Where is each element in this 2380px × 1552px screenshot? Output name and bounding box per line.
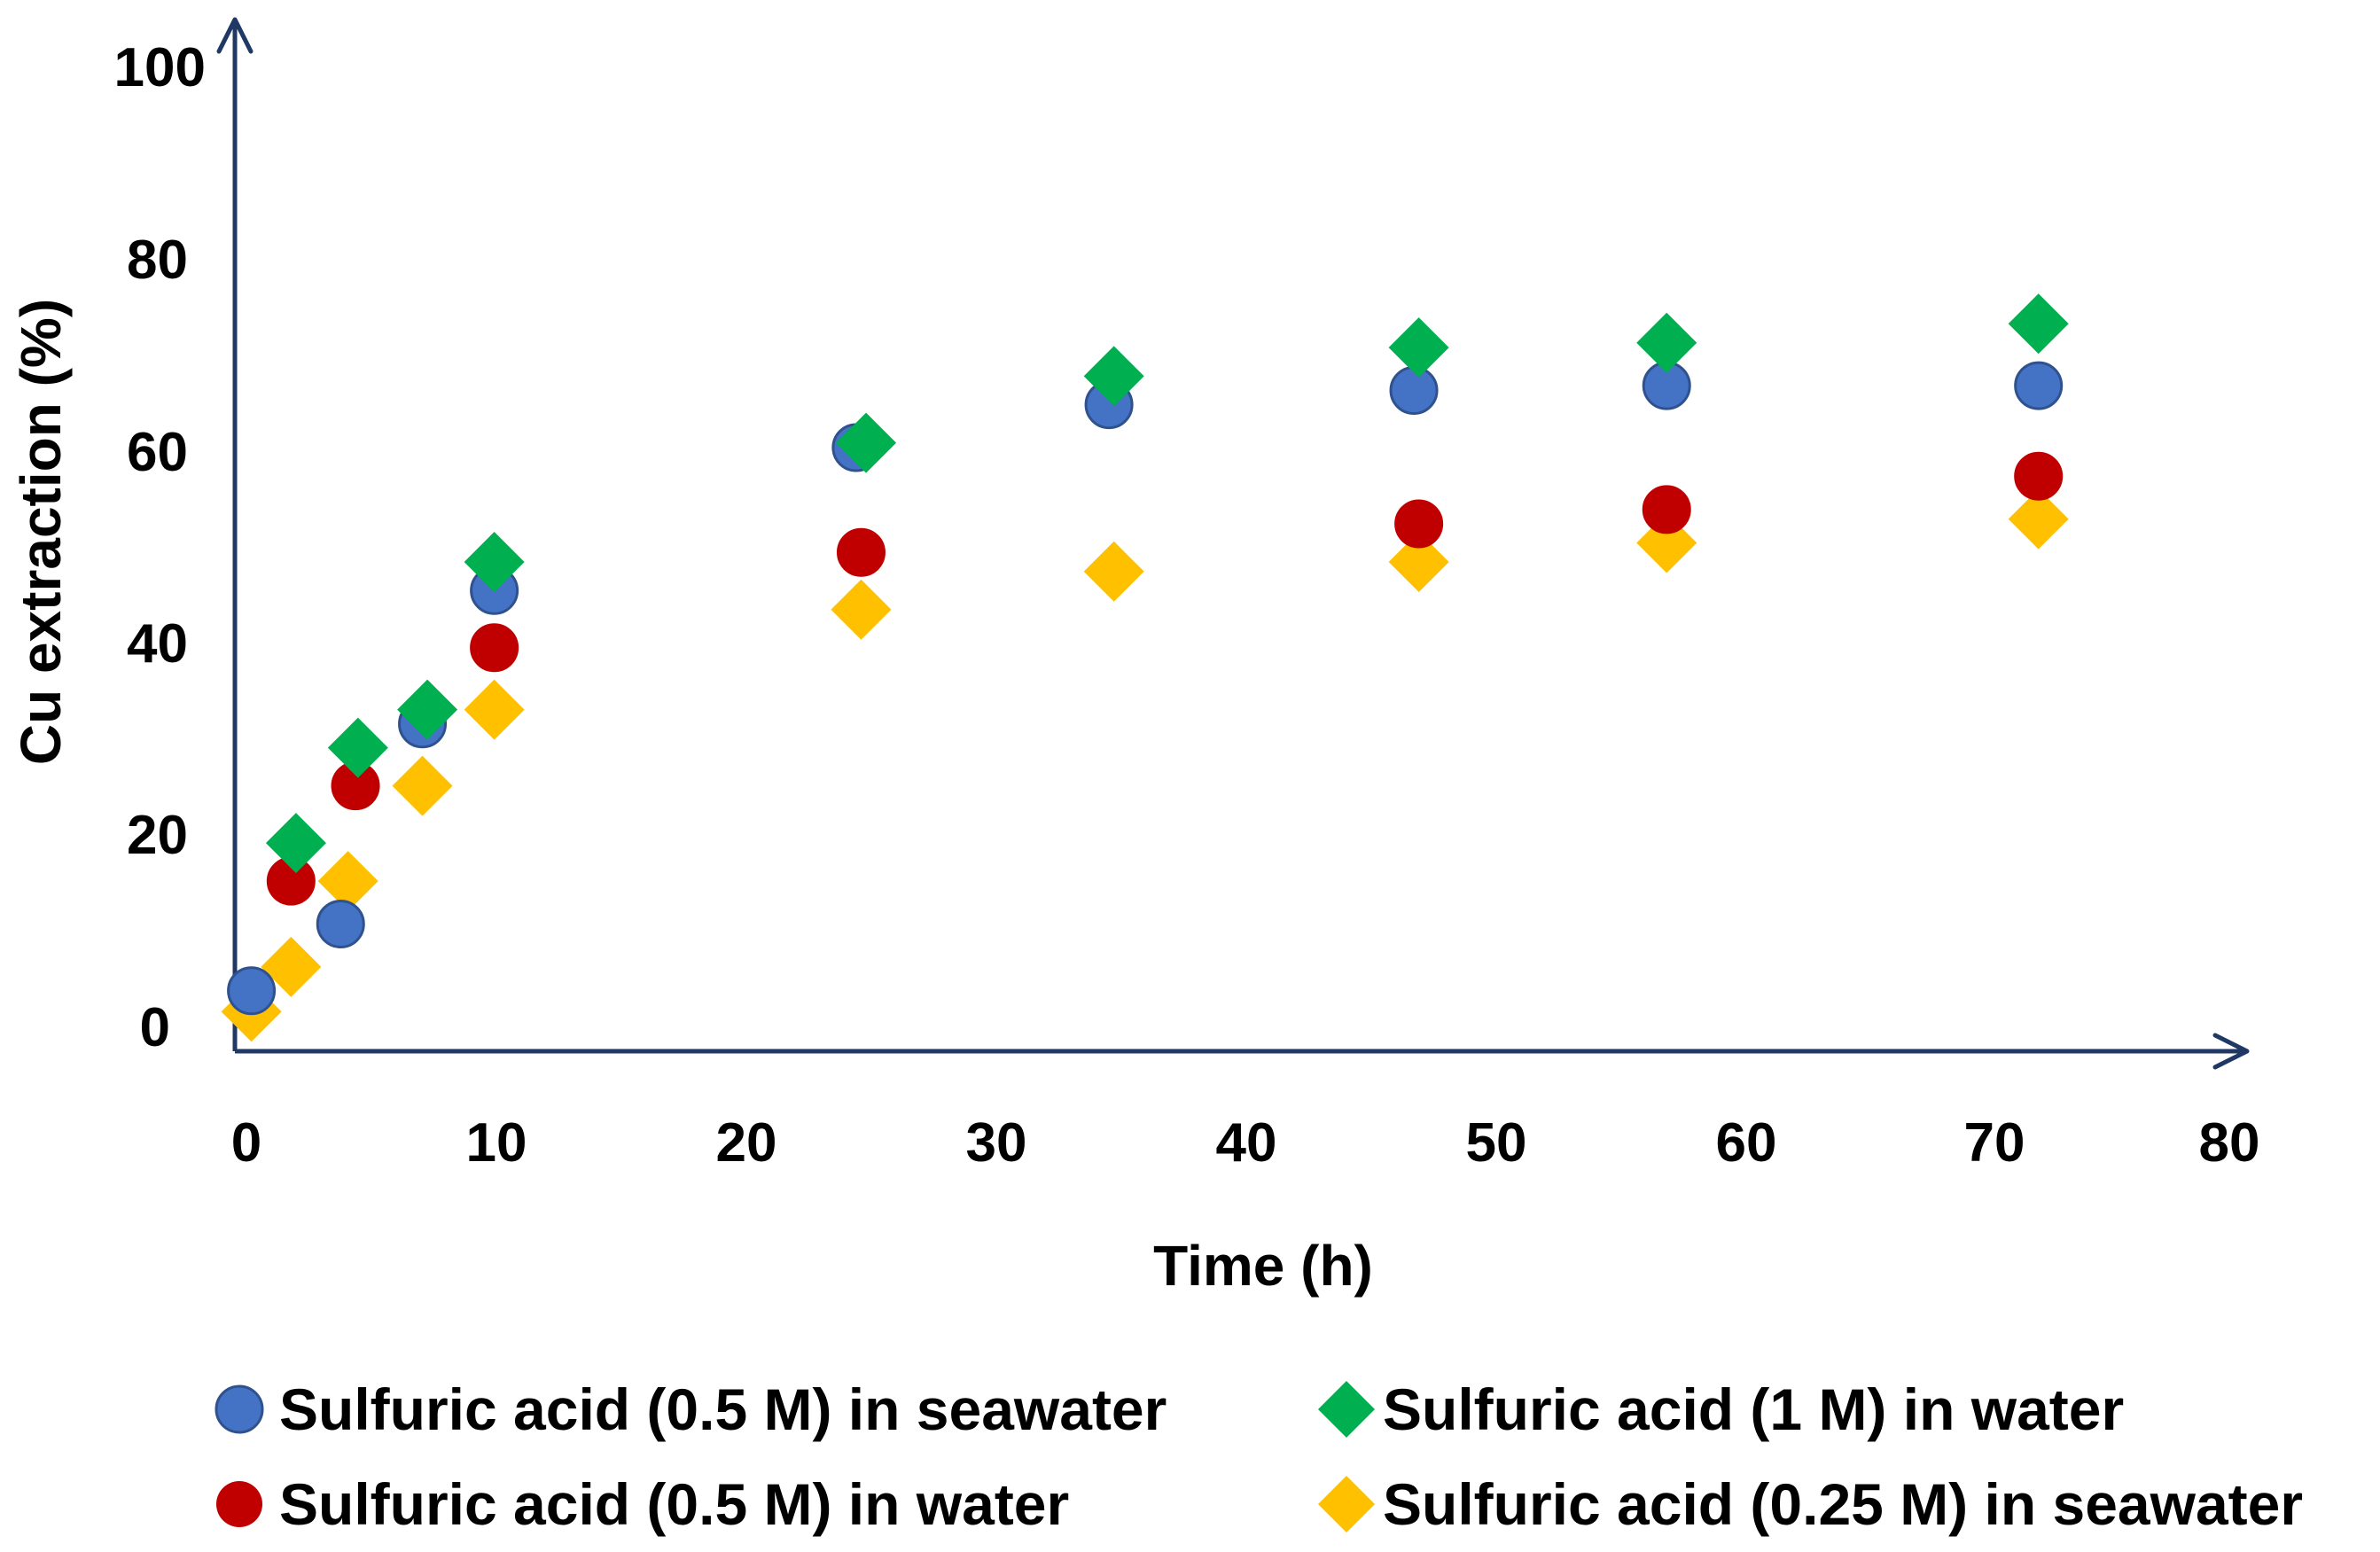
x-tick-label: 40: [1216, 1112, 1277, 1174]
legend-marker-circle-red: [216, 1481, 262, 1527]
y-tick-label: 0: [140, 997, 170, 1058]
x-tick-label: 70: [1964, 1112, 2025, 1174]
data-point: [265, 813, 326, 874]
data-point: [316, 900, 365, 948]
y-tick-label: 80: [127, 230, 188, 291]
legend-marker-diamond-green: [1318, 1381, 1375, 1438]
data-point: [831, 579, 892, 640]
y-tick-label: 40: [127, 613, 188, 675]
data-point: [317, 851, 378, 912]
data-point: [392, 755, 453, 816]
data-point: [836, 527, 886, 577]
data-point: [470, 623, 519, 673]
data-point: [227, 966, 277, 1016]
legend-label: Sulfuric acid (0.25 M) in seawater: [1383, 1471, 2303, 1537]
x-tick-label: 80: [2199, 1112, 2260, 1174]
data-point: [1388, 532, 1449, 592]
legend-entry: Sulfuric acid (0.25 M) in seawater: [1318, 1471, 2303, 1537]
data-point: [327, 717, 388, 778]
data-point: [2008, 293, 2069, 355]
data-point: [1636, 312, 1697, 373]
x-tick-label: 0: [231, 1112, 261, 1174]
y-tick-label: 20: [127, 805, 188, 866]
data-point: [1642, 485, 1691, 534]
legend-marker-diamond-yellow: [1318, 1476, 1375, 1533]
data-point: [464, 532, 525, 592]
legend-label: Sulfuric acid (1 M) in water: [1383, 1377, 2124, 1442]
data-point: [2014, 451, 2064, 501]
x-tick-label: 30: [966, 1112, 1027, 1174]
x-tick-label: 10: [466, 1112, 527, 1174]
x-tick-label: 60: [1716, 1112, 1777, 1174]
data-point: [1389, 366, 1439, 415]
data-point: [397, 679, 458, 740]
legend-marker-circle-blue: [215, 1384, 264, 1434]
data-point: [1083, 541, 1144, 602]
y-tick-label: 100: [114, 37, 206, 98]
data-point: [464, 679, 525, 740]
y-axis-title: Cu extraction (%): [9, 299, 73, 765]
data-point: [836, 412, 897, 473]
legend-entry: Sulfuric acid (0.5 M) in seawater: [215, 1377, 1167, 1442]
x-tick-labels: 0 10 20 30 40 50 60 70 80: [231, 1112, 2260, 1174]
legend-label: Sulfuric acid (0.5 M) in seawater: [279, 1377, 1167, 1442]
legend-entry: Sulfuric acid (1 M) in water: [1318, 1377, 2124, 1442]
x-tick-label: 20: [716, 1112, 777, 1174]
data-point: [261, 936, 322, 997]
data-point: [2014, 361, 2064, 410]
legend: Sulfuric acid (0.5 M) in seawater Sulfur…: [215, 1377, 2303, 1537]
data-point: [2008, 488, 2069, 550]
y-tick-labels: 0 20 40 60 80 100: [114, 37, 206, 1058]
legend-entry: Sulfuric acid (0.5 M) in water: [216, 1471, 1069, 1537]
legend-label: Sulfuric acid (0.5 M) in water: [279, 1471, 1069, 1537]
data-points: [221, 293, 2069, 1042]
data-point: [1083, 346, 1144, 407]
x-tick-label: 50: [1466, 1112, 1527, 1174]
data-point: [1394, 499, 1444, 549]
x-axis-title: Time (h): [1153, 1234, 1373, 1298]
data-point: [1388, 317, 1449, 378]
y-tick-label: 60: [127, 422, 188, 483]
